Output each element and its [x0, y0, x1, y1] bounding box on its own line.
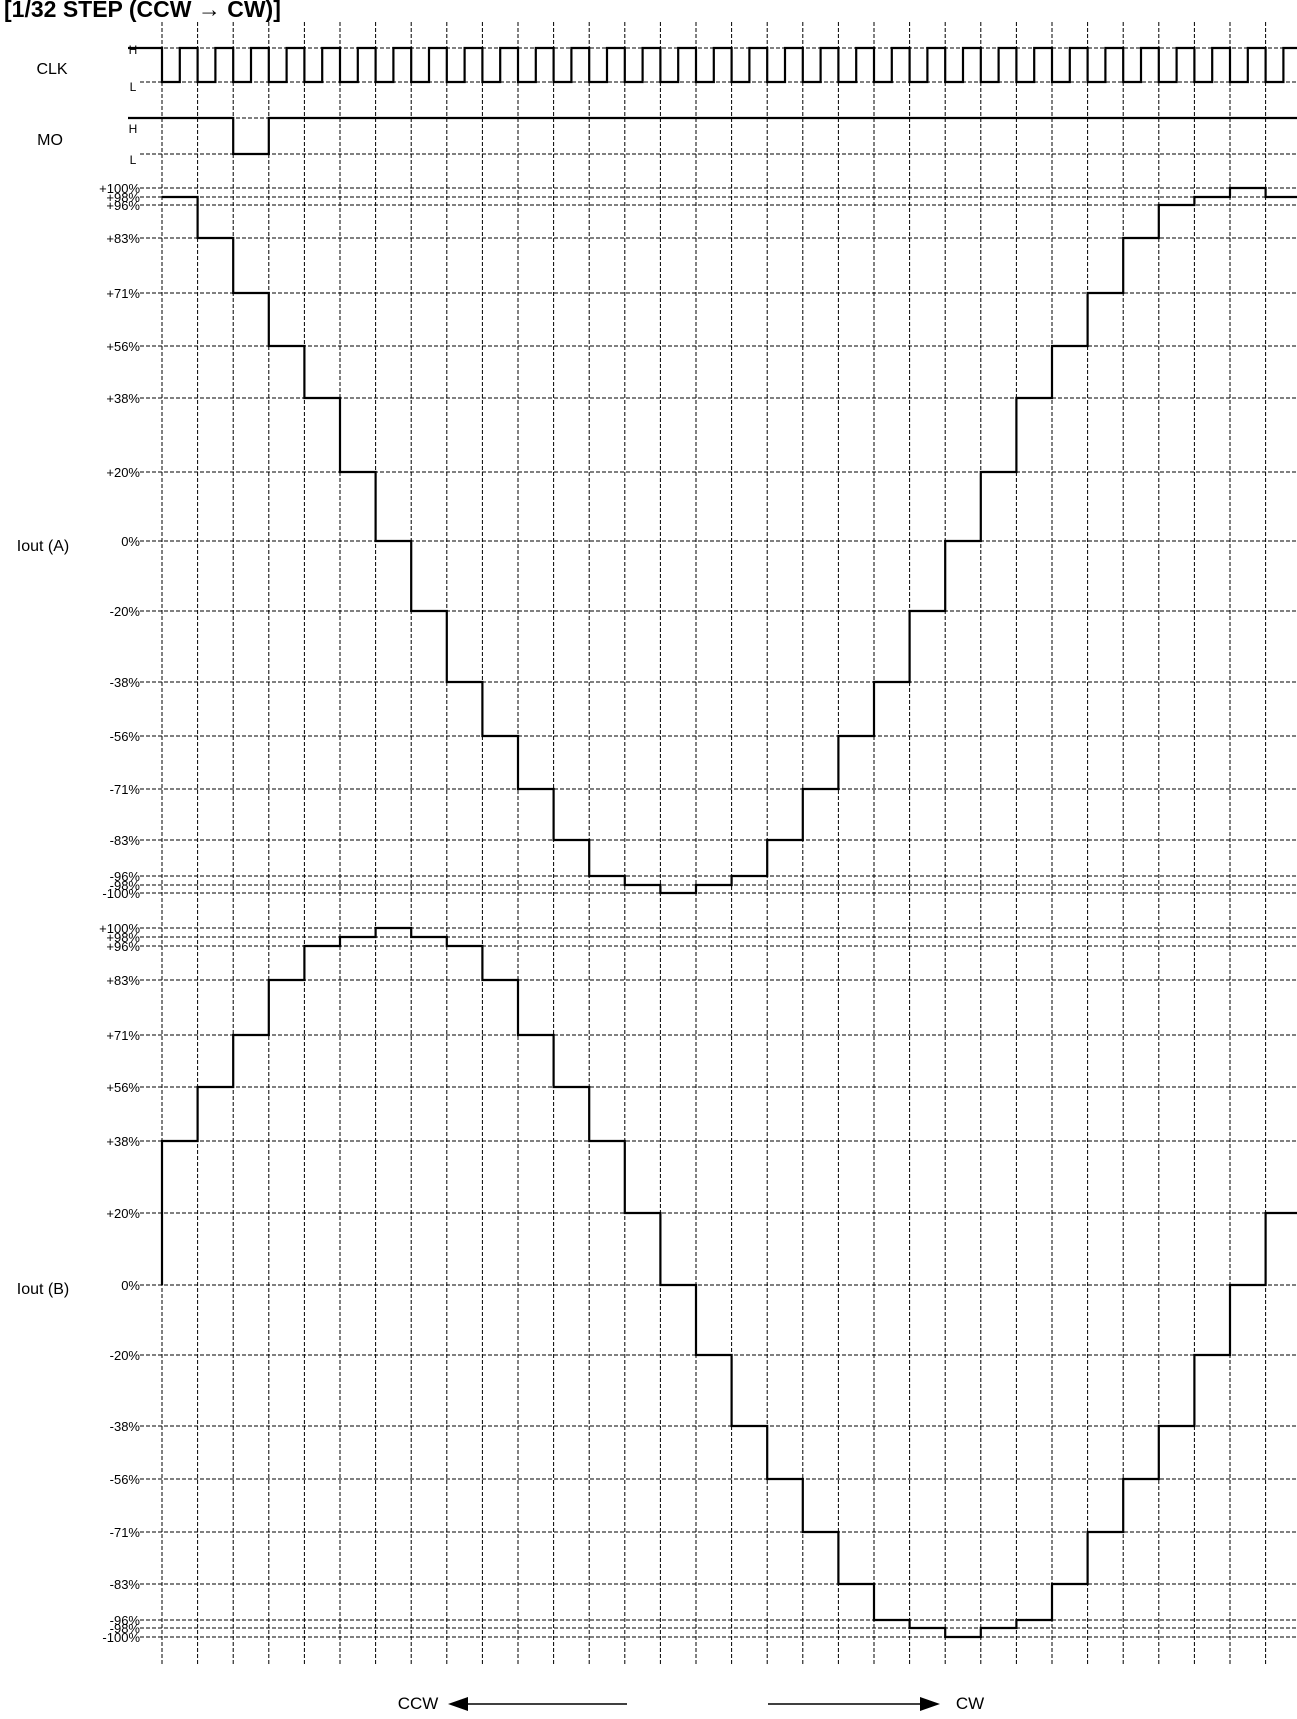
tick-label: +100% — [99, 921, 140, 936]
tick-label: -100% — [102, 886, 140, 901]
tick-label: -38% — [110, 1419, 141, 1434]
tick-label: +20% — [106, 1206, 140, 1221]
tick-label: -83% — [110, 833, 141, 848]
tick-label: -98% — [110, 1621, 141, 1636]
tick-label: +38% — [106, 1134, 140, 1149]
iout-b-label: Iout (B) — [17, 1281, 69, 1298]
tick-label: -71% — [110, 782, 141, 797]
tick-label: +96% — [106, 939, 140, 954]
tick-label: -96% — [110, 869, 141, 884]
mo-label: MO — [37, 132, 63, 149]
tick-label: -100% — [102, 1630, 140, 1645]
clk-low-label: L — [130, 80, 137, 94]
tick-label: +100% — [99, 181, 140, 196]
ccw-arrow-icon — [448, 1697, 468, 1711]
iout-b-waveform — [160, 926, 1297, 1639]
tick-label: +71% — [106, 286, 140, 301]
tick-label: -56% — [110, 1472, 141, 1487]
tick-label: +96% — [106, 198, 140, 213]
tick-label: -20% — [110, 1348, 141, 1363]
tick-label: -56% — [110, 729, 141, 744]
cw-label: CW — [956, 1694, 984, 1713]
mo-waveform — [128, 116, 1297, 156]
tick-label: +20% — [106, 465, 140, 480]
iout-a-tick-labels: +100%+98%+96% +83% +71% +56% +38% +20% 0% -20% -… — [99, 181, 140, 901]
clk-waveform — [128, 46, 1297, 84]
clk-label: CLK — [36, 61, 67, 78]
mo-low-label: L — [130, 153, 137, 167]
tick-label: -83% — [110, 1577, 141, 1592]
tick-label: -96% — [110, 1613, 141, 1628]
page-title: [1/32 STEP (CCW → CW)] — [4, 0, 281, 22]
tick-label: -98% — [110, 878, 141, 893]
tick-label: +98% — [106, 190, 140, 205]
tick-label: +83% — [106, 231, 140, 246]
iout-a-label: Iout (A) — [17, 538, 69, 555]
tick-label: -20% — [110, 604, 141, 619]
mo-high-label: H — [129, 122, 138, 136]
tick-label: +38% — [106, 391, 140, 406]
tick-label: +83% — [106, 973, 140, 988]
tick-label: -71% — [110, 1525, 141, 1540]
tick-label: +56% — [106, 339, 140, 354]
cw-arrow-icon — [920, 1697, 940, 1711]
tick-label: +71% — [106, 1028, 140, 1043]
tick-label: +56% — [106, 1080, 140, 1095]
tick-label: 0% — [121, 1278, 140, 1293]
tick-label: +98% — [106, 930, 140, 945]
ccw-label: CCW — [398, 1694, 439, 1713]
tick-label: -38% — [110, 675, 141, 690]
iout-a-waveform — [162, 186, 1297, 895]
iout-b-tick-labels: +100%+98%+96% +83% +71% +56% +38% +20% 0% -20% -… — [99, 921, 140, 1645]
tick-label: 0% — [121, 534, 140, 549]
clk-high-label: H — [129, 43, 138, 57]
